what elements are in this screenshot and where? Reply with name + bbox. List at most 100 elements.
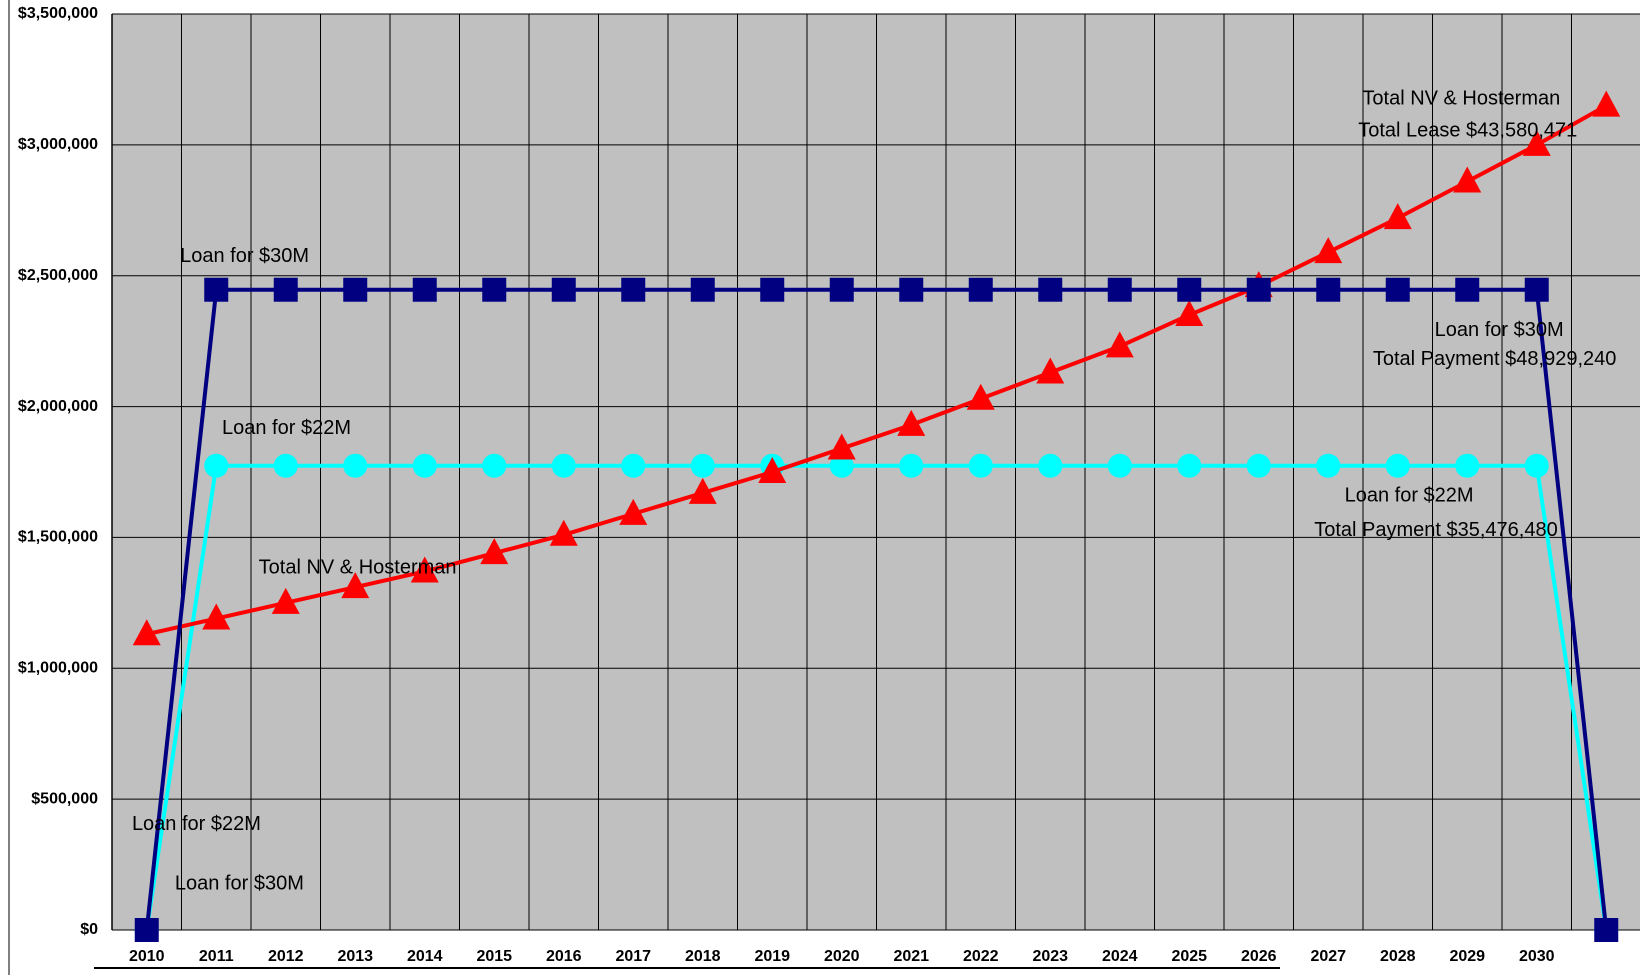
point xyxy=(966,383,995,410)
x-tick-label: 2022 xyxy=(963,948,999,965)
point xyxy=(690,277,715,302)
point xyxy=(897,409,926,436)
point xyxy=(343,453,368,478)
point xyxy=(1314,237,1343,264)
point xyxy=(619,498,648,525)
annotation: Loan for $30M xyxy=(180,245,309,267)
point xyxy=(341,572,370,599)
annotation: Total NV & Hosterman xyxy=(259,557,457,579)
x-tick-label: 2019 xyxy=(754,948,790,965)
y-tick-label: $500,000 xyxy=(31,790,98,807)
y-tick-label: $2,500,000 xyxy=(18,267,98,284)
point xyxy=(1522,129,1551,156)
series xyxy=(134,277,1619,942)
point xyxy=(1107,453,1132,478)
point xyxy=(410,556,439,583)
point xyxy=(1455,277,1480,302)
point xyxy=(204,277,229,302)
point xyxy=(134,918,159,942)
annotation: Total Lease $43,580,471 xyxy=(1358,120,1577,142)
point xyxy=(273,277,298,302)
x-tick-label: 2026 xyxy=(1241,948,1277,965)
point xyxy=(412,277,437,302)
point xyxy=(1246,453,1271,478)
point xyxy=(1524,453,1549,478)
y-tick-label: $3,000,000 xyxy=(18,136,98,153)
x-tick-label: 2028 xyxy=(1380,948,1416,965)
annotation: Total Payment $48,929,240 xyxy=(1373,348,1617,370)
annotation: Loan for $30M xyxy=(1435,319,1564,341)
annotation: Total NV & Hosterman xyxy=(1362,87,1560,109)
point xyxy=(204,453,229,478)
annotation: Total Payment $35,476,480 xyxy=(1314,519,1558,541)
point xyxy=(1385,453,1410,478)
point xyxy=(480,538,509,565)
point xyxy=(412,453,437,478)
point xyxy=(1592,90,1621,117)
point xyxy=(829,277,854,302)
point xyxy=(1385,277,1410,302)
point xyxy=(899,453,924,478)
x-tick-label: 2017 xyxy=(615,948,651,965)
point xyxy=(1177,453,1202,478)
point xyxy=(1175,299,1204,326)
point xyxy=(968,277,993,302)
x-tick-label: 2021 xyxy=(893,948,929,965)
series-line xyxy=(144,287,1609,931)
y-tick-label: $2,000,000 xyxy=(18,398,98,415)
point xyxy=(1316,453,1341,478)
x-tick-label: 2024 xyxy=(1102,948,1138,965)
point xyxy=(273,453,298,478)
x-tick-label: 2015 xyxy=(476,948,512,965)
series xyxy=(132,90,1621,646)
x-tick-label: 2030 xyxy=(1519,948,1555,965)
y-tick-label: $1,500,000 xyxy=(18,529,98,546)
series-line xyxy=(144,463,1609,931)
x-tick-label: 2010 xyxy=(129,948,165,965)
x-tick-label: 2025 xyxy=(1171,948,1207,965)
point xyxy=(829,453,854,478)
point xyxy=(482,277,507,302)
point xyxy=(551,453,576,478)
annotation: Loan for $30M xyxy=(175,873,304,895)
point xyxy=(1594,918,1619,942)
point xyxy=(1038,277,1063,302)
point xyxy=(1105,331,1134,358)
point xyxy=(549,519,578,546)
y-tick-label: $1,000,000 xyxy=(18,660,98,677)
y-tick-label: $3,500,000 xyxy=(18,5,98,22)
point xyxy=(1038,453,1063,478)
point xyxy=(1524,277,1549,302)
point xyxy=(690,453,715,478)
point xyxy=(1453,166,1482,193)
x-tick-label: 2014 xyxy=(407,948,443,965)
point xyxy=(968,453,993,478)
point xyxy=(1036,357,1065,384)
point xyxy=(688,477,717,504)
point xyxy=(1177,277,1202,302)
point xyxy=(551,277,576,302)
x-tick-label: 2029 xyxy=(1449,948,1485,965)
point xyxy=(1246,277,1271,302)
annotation: Loan for $22M xyxy=(222,417,351,439)
annotation: Loan for $22M xyxy=(132,813,261,835)
point xyxy=(202,603,231,630)
x-tick-label: 2013 xyxy=(337,948,373,965)
point xyxy=(132,619,161,646)
point xyxy=(482,453,507,478)
point xyxy=(1107,277,1132,302)
point xyxy=(271,587,300,614)
x-tick-label: 2011 xyxy=(199,948,234,965)
x-tick-label: 2020 xyxy=(824,948,860,965)
point xyxy=(899,277,924,302)
x-tick-label: 2012 xyxy=(268,948,304,965)
y-tick-label: $0 xyxy=(80,921,98,938)
point xyxy=(343,277,368,302)
point xyxy=(827,433,856,460)
point xyxy=(621,277,646,302)
x-tick-label: 2023 xyxy=(1032,948,1068,965)
point xyxy=(621,453,646,478)
annotation: Loan for $22M xyxy=(1345,485,1474,507)
point xyxy=(758,457,787,483)
